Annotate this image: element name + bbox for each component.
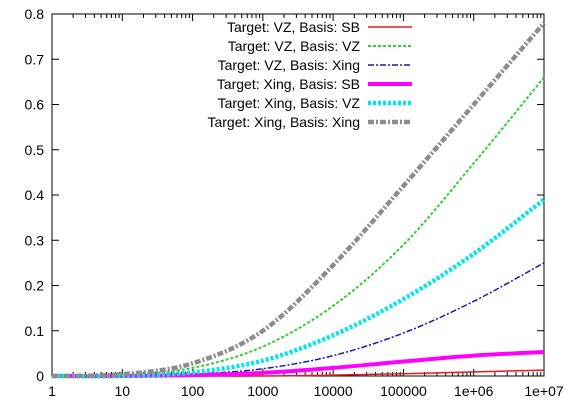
- legend-label: Target: Xing, Basis: Xing: [207, 114, 360, 130]
- y-tick-label: 0: [36, 368, 44, 384]
- legend-label: Target: VZ, Basis: VZ: [228, 38, 361, 54]
- x-tick-label: 10: [114, 383, 130, 399]
- y-tick-label: 0.4: [25, 187, 45, 203]
- legend-label: Target: Xing, Basis: SB: [217, 76, 360, 92]
- x-tick-label: 1: [48, 383, 56, 399]
- legend-label: Target: Xing, Basis: VZ: [218, 95, 361, 111]
- y-tick-label: 0.5: [25, 142, 45, 158]
- series-line-2: [51, 76, 545, 378]
- x-tick-label: 1e+06: [454, 383, 494, 399]
- x-tick-label: 1000: [247, 383, 278, 399]
- series-line-3: [51, 262, 545, 377]
- y-tick-label: 0.2: [25, 278, 45, 294]
- x-tick-label: 100: [181, 383, 205, 399]
- series-lines: [51, 21, 546, 379]
- x-tick-label: 100000: [380, 383, 427, 399]
- series-line-6: [51, 21, 546, 379]
- x-tick-label: 1e+07: [524, 383, 564, 399]
- x-tick-label: 10000: [314, 383, 353, 399]
- legend-label: Target: VZ, Basis: Xing: [218, 57, 360, 73]
- y-tick-label: 0.8: [25, 6, 45, 22]
- y-tick-label: 0.3: [25, 232, 45, 248]
- y-tick-label: 0.7: [25, 51, 45, 67]
- y-tick-label: 0.6: [25, 97, 45, 113]
- legend: Target: VZ, Basis: SB Target: VZ, Basis: …: [207, 19, 412, 130]
- axis-ticks: 0 0.1 0.2 0.3 0.4 0.5 0.6 0.7 0.8 1 10 100 1000 10000…: [25, 6, 564, 399]
- legend-label: Target: VZ, Basis: SB: [227, 19, 360, 35]
- y-tick-label: 0.1: [25, 323, 45, 339]
- series-line-5: [51, 197, 546, 379]
